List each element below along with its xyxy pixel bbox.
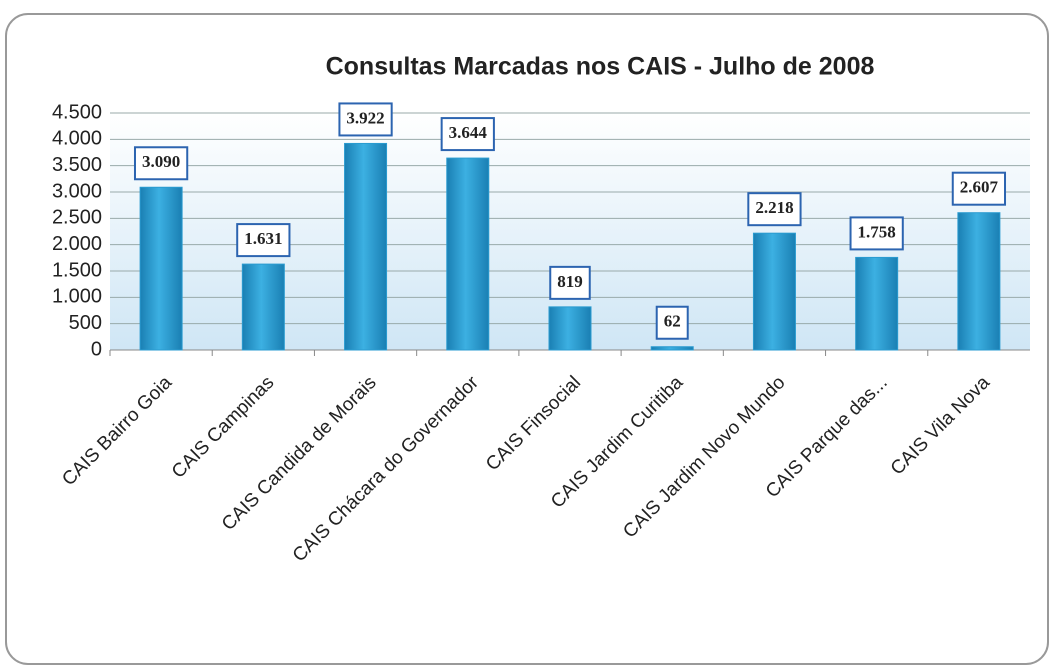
value-label-box xyxy=(747,192,802,227)
bar xyxy=(446,157,490,351)
value-label: 3.644 xyxy=(449,123,488,142)
value-label-box xyxy=(849,216,904,251)
value-label: 1.631 xyxy=(244,229,282,248)
value-label: 2.607 xyxy=(960,178,999,197)
value-label-box xyxy=(440,117,495,152)
y-tick-label: 1.500 xyxy=(52,259,102,281)
chart-title: Consultas Marcadas nos CAIS - Julho de 2… xyxy=(326,53,875,81)
bar xyxy=(139,186,183,351)
bar xyxy=(548,306,592,351)
bar xyxy=(650,346,694,351)
y-tick-label: 1.000 xyxy=(52,286,102,308)
value-label: 1.758 xyxy=(858,222,896,241)
bar xyxy=(752,232,796,351)
value-label-box xyxy=(133,146,189,181)
y-tick-label: 2.500 xyxy=(52,207,102,229)
bar xyxy=(241,263,285,351)
y-tick-label: 0 xyxy=(91,338,102,360)
value-label-box xyxy=(236,223,291,258)
y-tick-label: 2.000 xyxy=(52,233,102,255)
value-label: 3.090 xyxy=(142,152,180,171)
value-label: 62 xyxy=(664,312,681,331)
y-tick-label: 3.000 xyxy=(52,180,102,202)
y-tick-label: 500 xyxy=(69,312,102,334)
value-label-box xyxy=(338,102,393,137)
bar xyxy=(344,142,388,351)
value-label: 3.922 xyxy=(346,108,384,127)
y-tick-label: 3.500 xyxy=(52,154,102,176)
value-label-box xyxy=(655,305,689,340)
bar xyxy=(957,212,1001,351)
y-tick-label: 4.500 xyxy=(52,101,102,123)
y-tick-label: 4.000 xyxy=(52,128,102,150)
value-label: 2.218 xyxy=(755,198,793,217)
value-label-box xyxy=(951,171,1007,206)
value-label: 819 xyxy=(557,272,583,291)
value-label-box xyxy=(549,265,591,300)
bar xyxy=(855,256,899,351)
